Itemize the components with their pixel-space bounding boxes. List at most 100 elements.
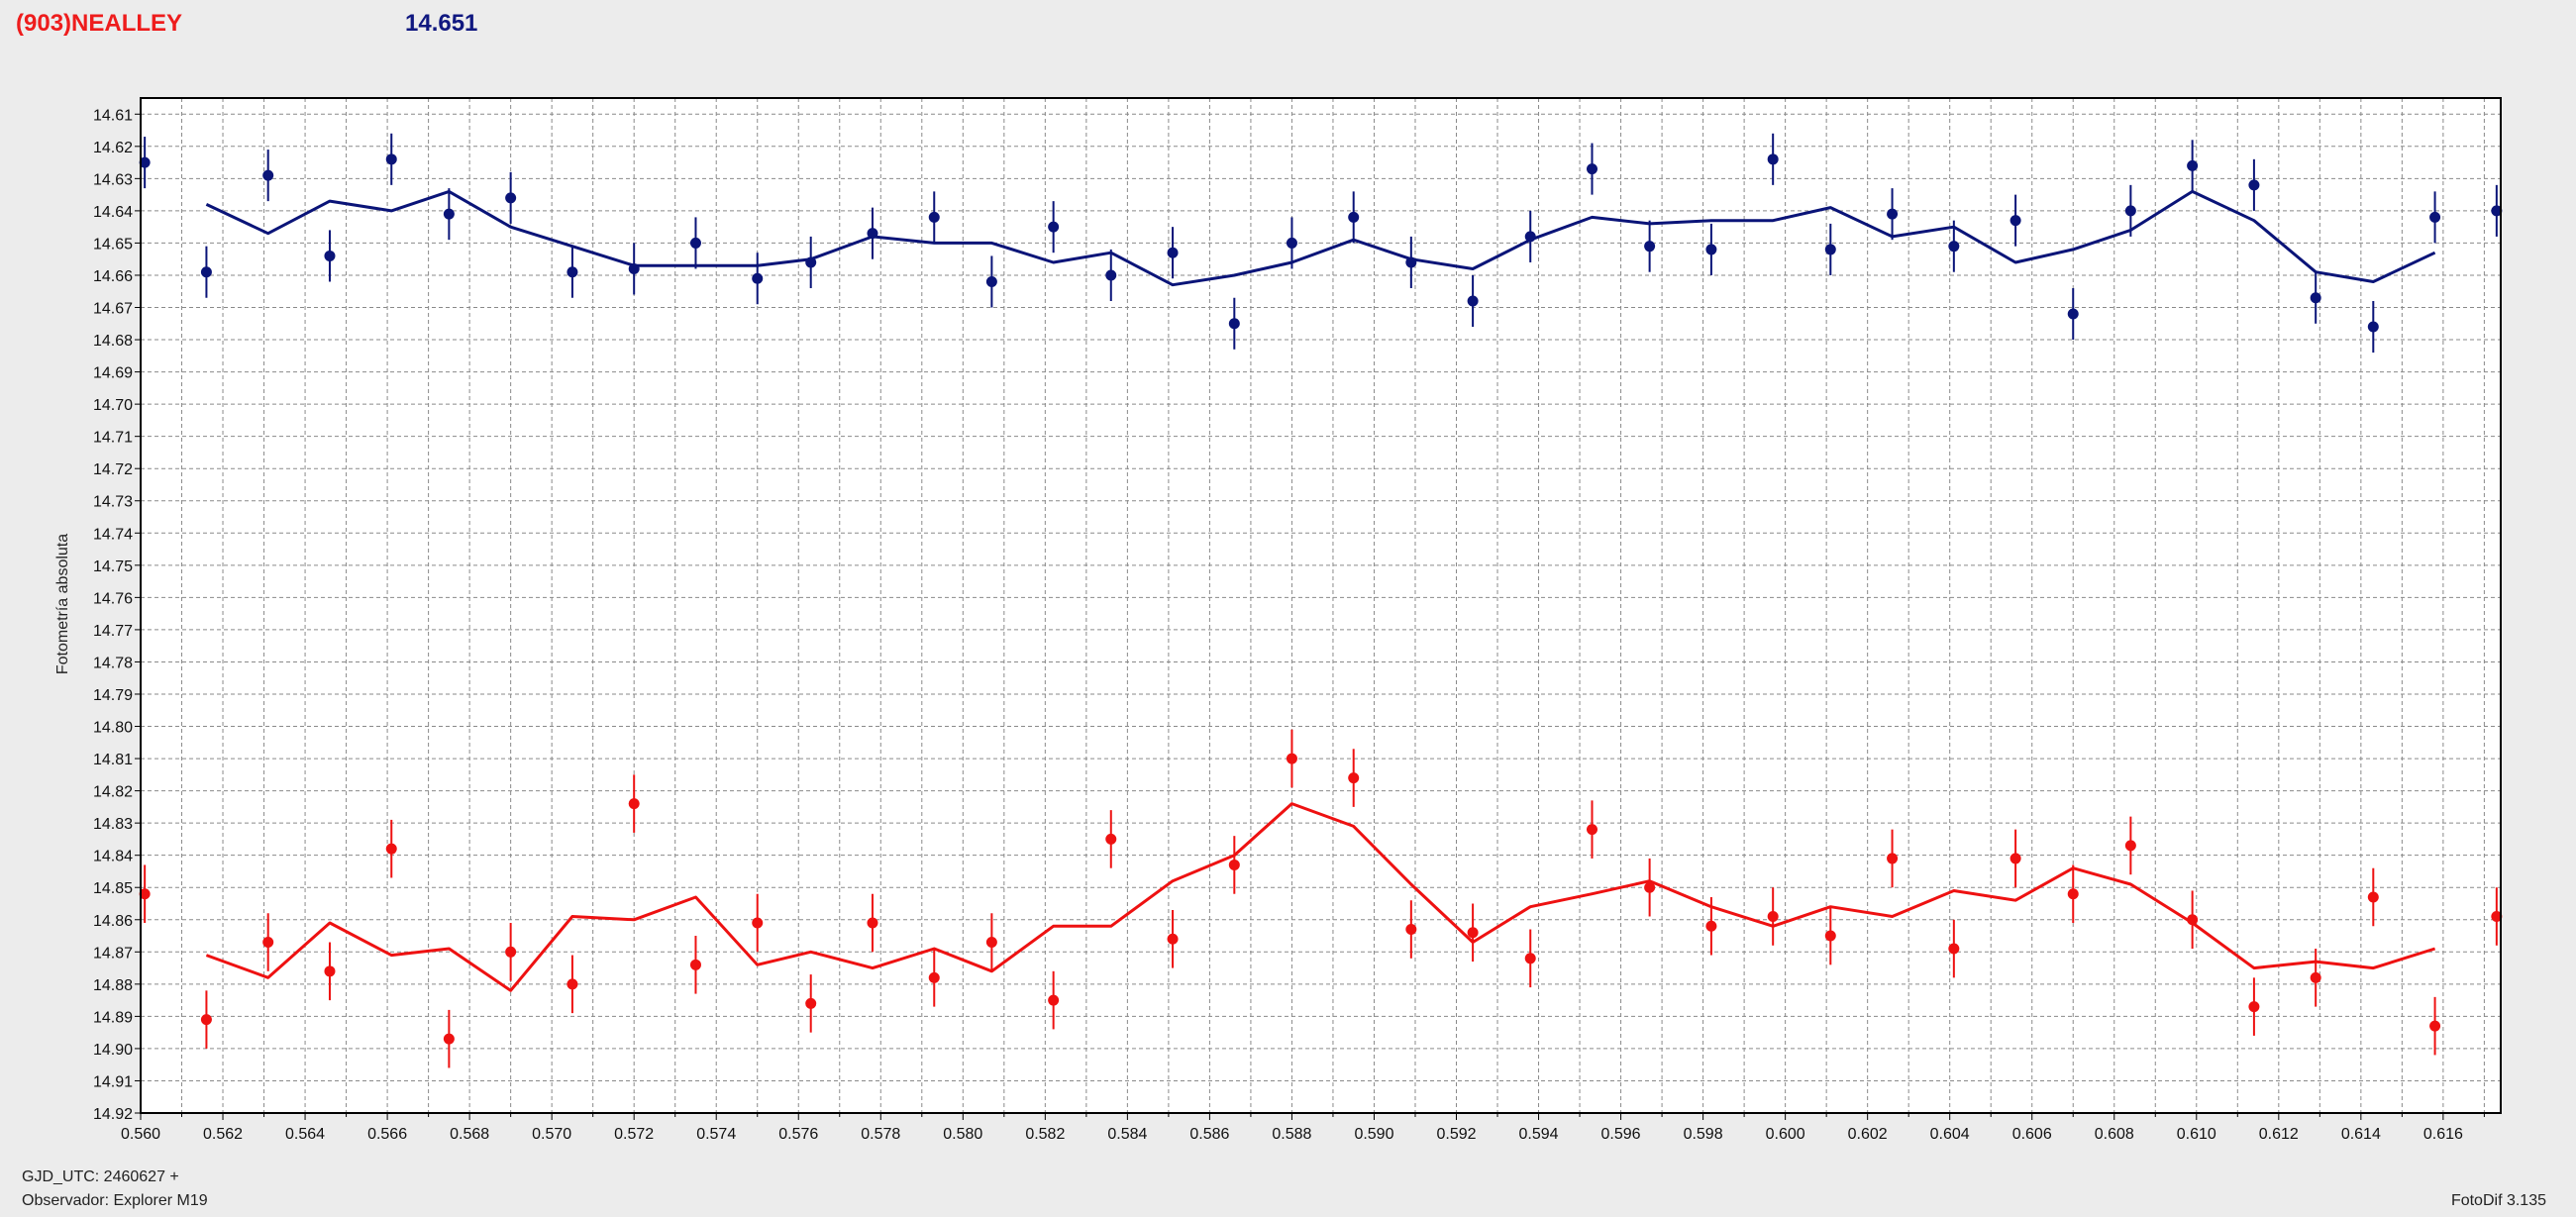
data-point — [1405, 256, 1417, 268]
y-tick-label: 14.87 — [93, 945, 133, 962]
data-point — [1887, 208, 1899, 220]
fit-line-comparison — [205, 802, 2436, 992]
plot-frame — [140, 97, 2502, 1114]
data-point — [324, 965, 336, 977]
data-point — [1524, 953, 1536, 964]
x-tick-label: 0.582 — [1025, 1126, 1065, 1143]
y-tick-label: 14.69 — [93, 365, 133, 382]
data-point — [1228, 859, 1240, 870]
data-point — [1405, 924, 1417, 936]
series-object — [139, 133, 2503, 354]
data-point — [1286, 237, 1297, 249]
data-point — [2248, 179, 2260, 191]
x-tick-label: 0.592 — [1436, 1126, 1476, 1143]
x-tick-label: 0.586 — [1189, 1126, 1229, 1143]
data-point — [2429, 1020, 2441, 1032]
data-point — [2491, 911, 2503, 923]
data-point — [1705, 244, 1717, 255]
x-tick-label: 0.574 — [696, 1126, 736, 1143]
axis-ticks: 14.61 14.62 14.63 14.64 14.65 14.66 14.67 14.68… — [93, 107, 2485, 1143]
data-point — [443, 1033, 455, 1045]
y-tick-label: 14.62 — [93, 140, 133, 156]
data-point — [2367, 321, 2379, 333]
x-tick-label: 0.606 — [2012, 1126, 2052, 1143]
series-layer — [139, 133, 2503, 1068]
data-point — [628, 798, 640, 810]
x-tick-label: 0.614 — [2341, 1126, 2381, 1143]
x-tick-label: 0.590 — [1354, 1126, 1393, 1143]
data-point — [1644, 881, 1656, 893]
y-tick-label: 14.82 — [93, 784, 133, 801]
data-point — [1048, 994, 1060, 1006]
x-tick-label: 0.584 — [1107, 1126, 1147, 1143]
data-point — [1767, 911, 1779, 923]
data-point — [2367, 891, 2379, 903]
data-point — [200, 1014, 212, 1026]
data-point — [2009, 853, 2021, 864]
y-tick-label: 14.83 — [93, 816, 133, 833]
data-point — [628, 262, 640, 274]
data-point — [324, 250, 336, 261]
data-point — [2310, 971, 2321, 983]
data-point — [139, 156, 151, 168]
data-point — [1824, 930, 1836, 942]
data-point — [1348, 211, 1360, 223]
data-point — [1948, 241, 1960, 253]
x-tick-label: 0.588 — [1272, 1126, 1311, 1143]
data-point — [1105, 269, 1117, 281]
data-point — [567, 978, 578, 990]
x-tick-label: 0.604 — [1930, 1126, 1970, 1143]
x-tick-label: 0.566 — [367, 1126, 407, 1143]
mean-magnitude: 14.651 — [405, 10, 478, 37]
y-tick-label: 14.76 — [93, 590, 133, 607]
observer-label: Observador: Explorer M19 — [22, 1192, 208, 1209]
data-point — [2124, 205, 2136, 217]
data-point — [985, 937, 997, 949]
y-tick-label: 14.81 — [93, 752, 133, 768]
data-point — [928, 971, 940, 983]
data-point — [752, 917, 764, 929]
x-tick-label: 0.576 — [778, 1126, 818, 1143]
y-tick-label: 14.89 — [93, 1009, 133, 1026]
data-point — [1948, 943, 1960, 955]
y-tick-label: 14.84 — [93, 849, 133, 865]
grid — [140, 98, 2501, 1114]
y-tick-label: 14.79 — [93, 687, 133, 704]
software-version: FotoDif 3.135 — [2450, 1192, 2546, 1209]
x-tick-label: 0.616 — [2423, 1126, 2463, 1143]
y-tick-label: 14.63 — [93, 171, 133, 188]
y-tick-label: 14.88 — [93, 977, 133, 994]
x-tick-label: 0.594 — [1519, 1126, 1559, 1143]
y-tick-label: 14.66 — [93, 268, 133, 285]
y-tick-label: 14.72 — [93, 461, 133, 478]
x-tick-label: 0.572 — [614, 1126, 654, 1143]
x-tick-label: 0.562 — [203, 1126, 243, 1143]
data-point — [139, 888, 151, 900]
y-tick-label: 14.78 — [93, 655, 133, 671]
data-point — [1824, 244, 1836, 255]
data-point — [1228, 318, 1240, 330]
data-point — [505, 946, 517, 958]
x-tick-label: 0.580 — [943, 1126, 982, 1143]
y-tick-label: 14.80 — [93, 720, 133, 737]
data-point — [1048, 221, 1060, 233]
data-point — [1705, 920, 1717, 932]
data-point — [805, 997, 817, 1009]
data-point — [1887, 853, 1899, 864]
data-point — [2124, 840, 2136, 852]
x-tick-label: 0.564 — [285, 1126, 325, 1143]
y-tick-label: 14.91 — [93, 1073, 133, 1090]
data-point — [567, 266, 578, 278]
data-point — [1467, 295, 1479, 307]
data-point — [385, 153, 397, 165]
data-point — [752, 272, 764, 284]
y-tick-label: 14.75 — [93, 558, 133, 575]
x-tick-label: 0.578 — [861, 1126, 900, 1143]
x-tick-label: 0.600 — [1766, 1126, 1805, 1143]
y-tick-label: 14.90 — [93, 1042, 133, 1059]
data-point — [1348, 772, 1360, 784]
series-comparison — [139, 729, 2503, 1068]
data-point — [262, 169, 274, 181]
data-point — [689, 959, 701, 970]
